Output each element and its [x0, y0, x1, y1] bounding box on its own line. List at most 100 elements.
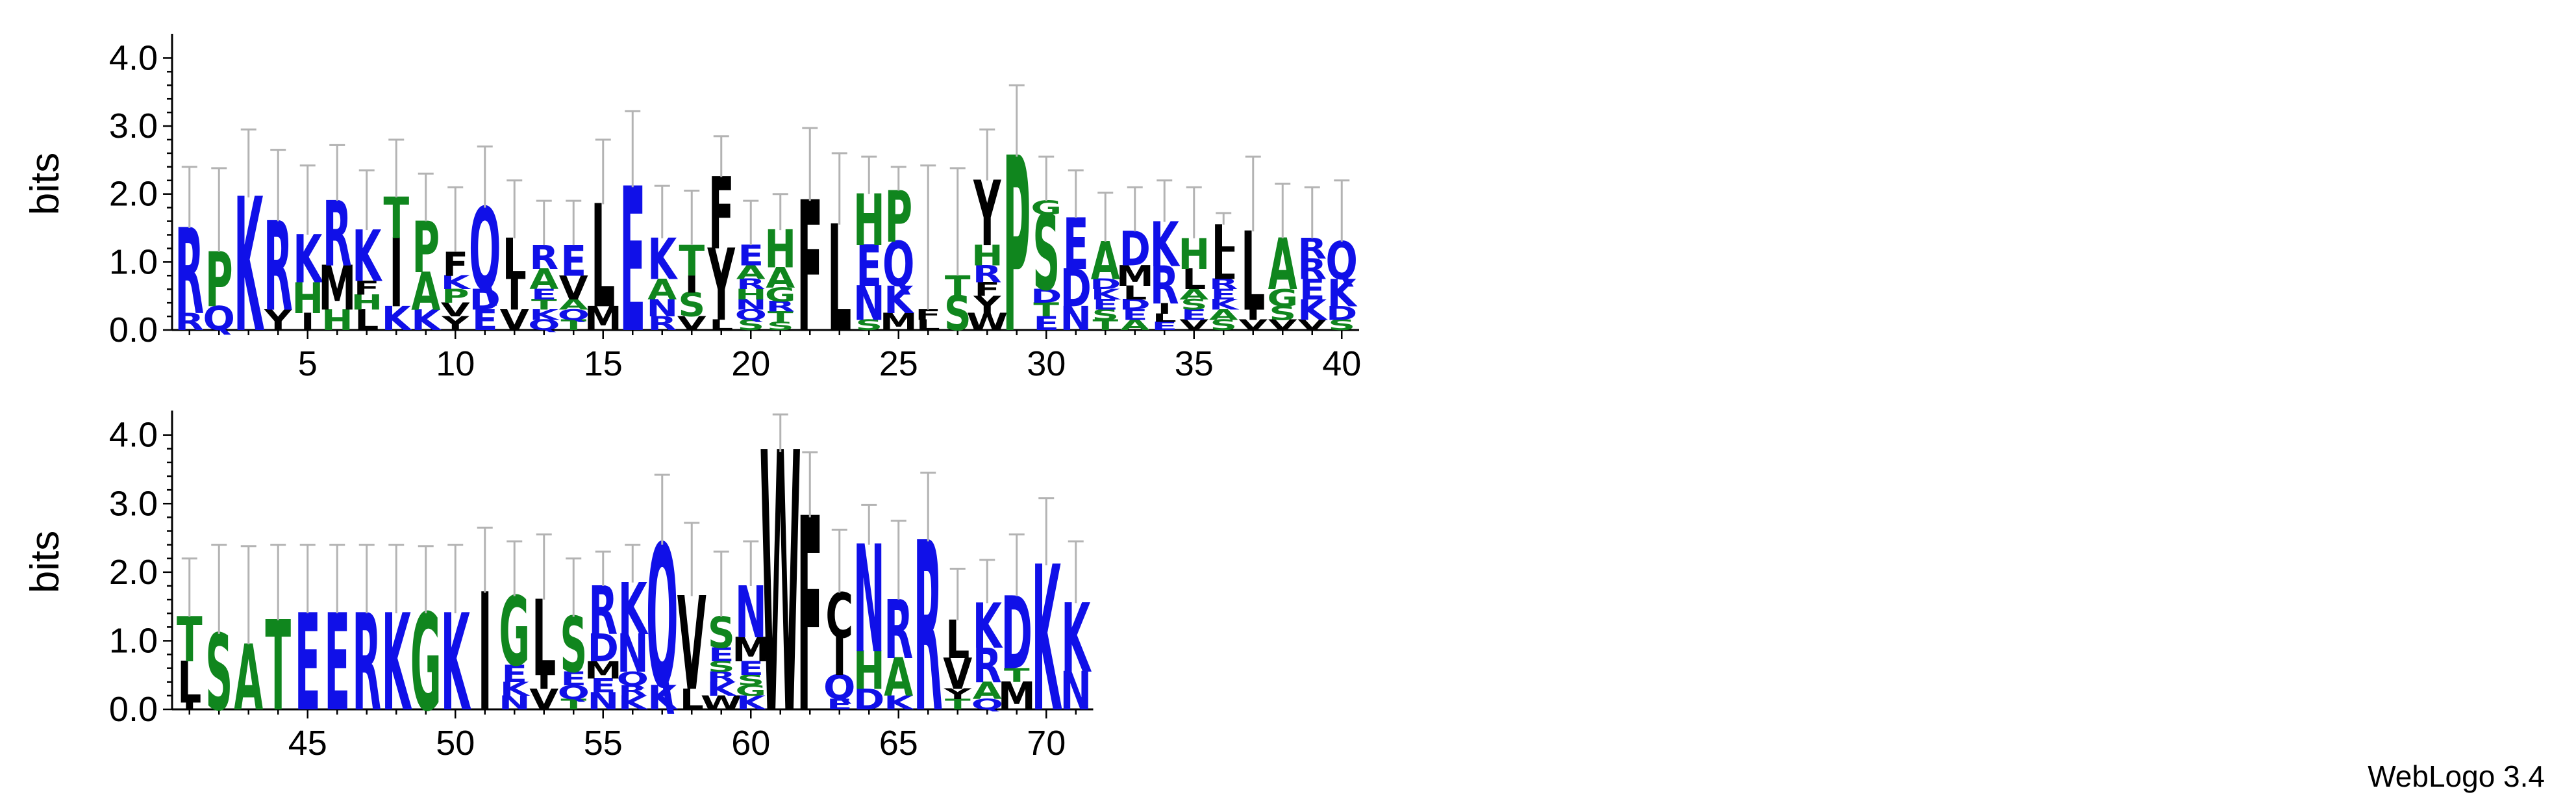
logo-column-43: A: [234, 545, 263, 731]
logo-column-62: F: [797, 451, 823, 773]
logo-column-12: VIL: [500, 179, 529, 337]
residue-letter-K: K: [441, 272, 471, 294]
residue-letter-D: D: [1060, 259, 1092, 319]
residue-letter-E: E: [1151, 320, 1177, 333]
residue-letter-K: K: [618, 692, 649, 714]
residue-letter-L: L: [916, 317, 940, 333]
residue-letter-T: T: [1092, 317, 1118, 333]
residue-letter-L: L: [709, 317, 733, 333]
residue-letter-H: H: [735, 286, 767, 303]
residue-letter-H: H: [351, 290, 382, 315]
residue-letter-E: E: [827, 696, 853, 713]
y-tick-label: 4.0: [109, 38, 158, 77]
logo-column-27: ST: [944, 167, 971, 342]
logo-column-46: E: [324, 544, 350, 741]
residue-letter-S: S: [1092, 307, 1119, 323]
residue-letter-N: N: [1060, 299, 1092, 338]
residue-letter-K: K: [707, 678, 738, 700]
residue-letter-Q: Q: [617, 668, 649, 690]
y-tick-label: 4.0: [109, 416, 158, 455]
residue-letter-S: S: [678, 286, 705, 325]
residue-letter-I: I: [832, 627, 847, 688]
residue-letter-V: V: [677, 312, 707, 335]
logo-column-69: MTD: [998, 533, 1036, 718]
logo-column-6: HMR: [318, 144, 356, 337]
logo-column-16: E: [619, 110, 645, 377]
residue-letter-K: K: [1091, 286, 1122, 303]
residue-letter-K: K: [411, 304, 442, 337]
residue-letter-L: L: [1153, 312, 1177, 325]
residue-letter-Q: Q: [558, 307, 590, 323]
residue-letter-R: R: [175, 309, 204, 336]
y-tick-label: 2.0: [109, 175, 158, 214]
residue-letter-D: D: [1326, 302, 1357, 324]
residue-letter-Q: Q: [203, 299, 235, 338]
weblogo-version-label: WebLogo 3.4: [2368, 759, 2545, 793]
residue-letter-D: D: [1090, 276, 1121, 292]
x-tick-label: 5: [298, 344, 318, 383]
x-tick-label: 15: [584, 344, 623, 383]
residue-letter-A: A: [736, 261, 766, 283]
residue-letter-M: M: [318, 253, 356, 325]
y-tick-label: 1.0: [109, 242, 158, 281]
logo-column-19: LYF: [707, 135, 735, 344]
residue-letter-E: E: [560, 668, 586, 690]
residue-letter-R: R: [1297, 253, 1327, 286]
logo-column-64: DHN: [853, 503, 885, 717]
residue-letter-W: W: [966, 309, 1008, 336]
residue-letter-P: P: [442, 285, 469, 307]
residue-letter-L: L: [1182, 263, 1206, 296]
residue-letter-K: K: [1327, 271, 1358, 315]
logo-column-31: NDE: [1060, 169, 1092, 338]
residue-letter-E: E: [590, 674, 616, 696]
residue-letter-Q: Q: [823, 668, 855, 707]
residue-letter-S: S: [1181, 297, 1208, 313]
y-axis-label: bits: [23, 531, 68, 593]
residue-letter-H: H: [853, 641, 885, 702]
logo-column-70: K: [1032, 497, 1062, 757]
residue-letter-I: I: [684, 271, 699, 298]
residue-letter-R: R: [647, 312, 677, 335]
residue-letter-L: L: [1123, 282, 1147, 304]
residue-letter-M: M: [1116, 260, 1154, 293]
residue-letter-M: M: [880, 309, 918, 336]
residue-letter-A: A: [973, 678, 1002, 705]
residue-letter-D: D: [469, 284, 501, 317]
residue-letter-E: E: [1210, 286, 1236, 303]
x-tick-label: 55: [584, 724, 623, 763]
residue-letter-E: E: [1299, 273, 1325, 307]
logo-column-51: I: [477, 526, 493, 748]
residue-letter-G: G: [1267, 285, 1298, 312]
logo-column-37: VIL: [1238, 155, 1268, 336]
residue-letter-E: E: [1181, 307, 1207, 323]
residue-letter-E: E: [1092, 297, 1118, 313]
residue-letter-R: R: [618, 683, 647, 700]
x-tick-label: 45: [288, 724, 327, 763]
residue-letter-N: N: [587, 688, 619, 715]
residue-letter-F: F: [915, 307, 941, 323]
residue-letter-V: V: [441, 299, 471, 321]
residue-letter-E: E: [501, 661, 527, 688]
residue-letter-K: K: [1297, 294, 1329, 327]
residue-letter-L: L: [680, 683, 704, 717]
residue-letter-A: A: [1209, 307, 1238, 323]
logo-column-48: K: [382, 544, 412, 741]
residue-letter-Q: Q: [558, 681, 590, 704]
residue-letter-N: N: [853, 276, 885, 331]
y-tick-label: 3.0: [109, 107, 158, 146]
